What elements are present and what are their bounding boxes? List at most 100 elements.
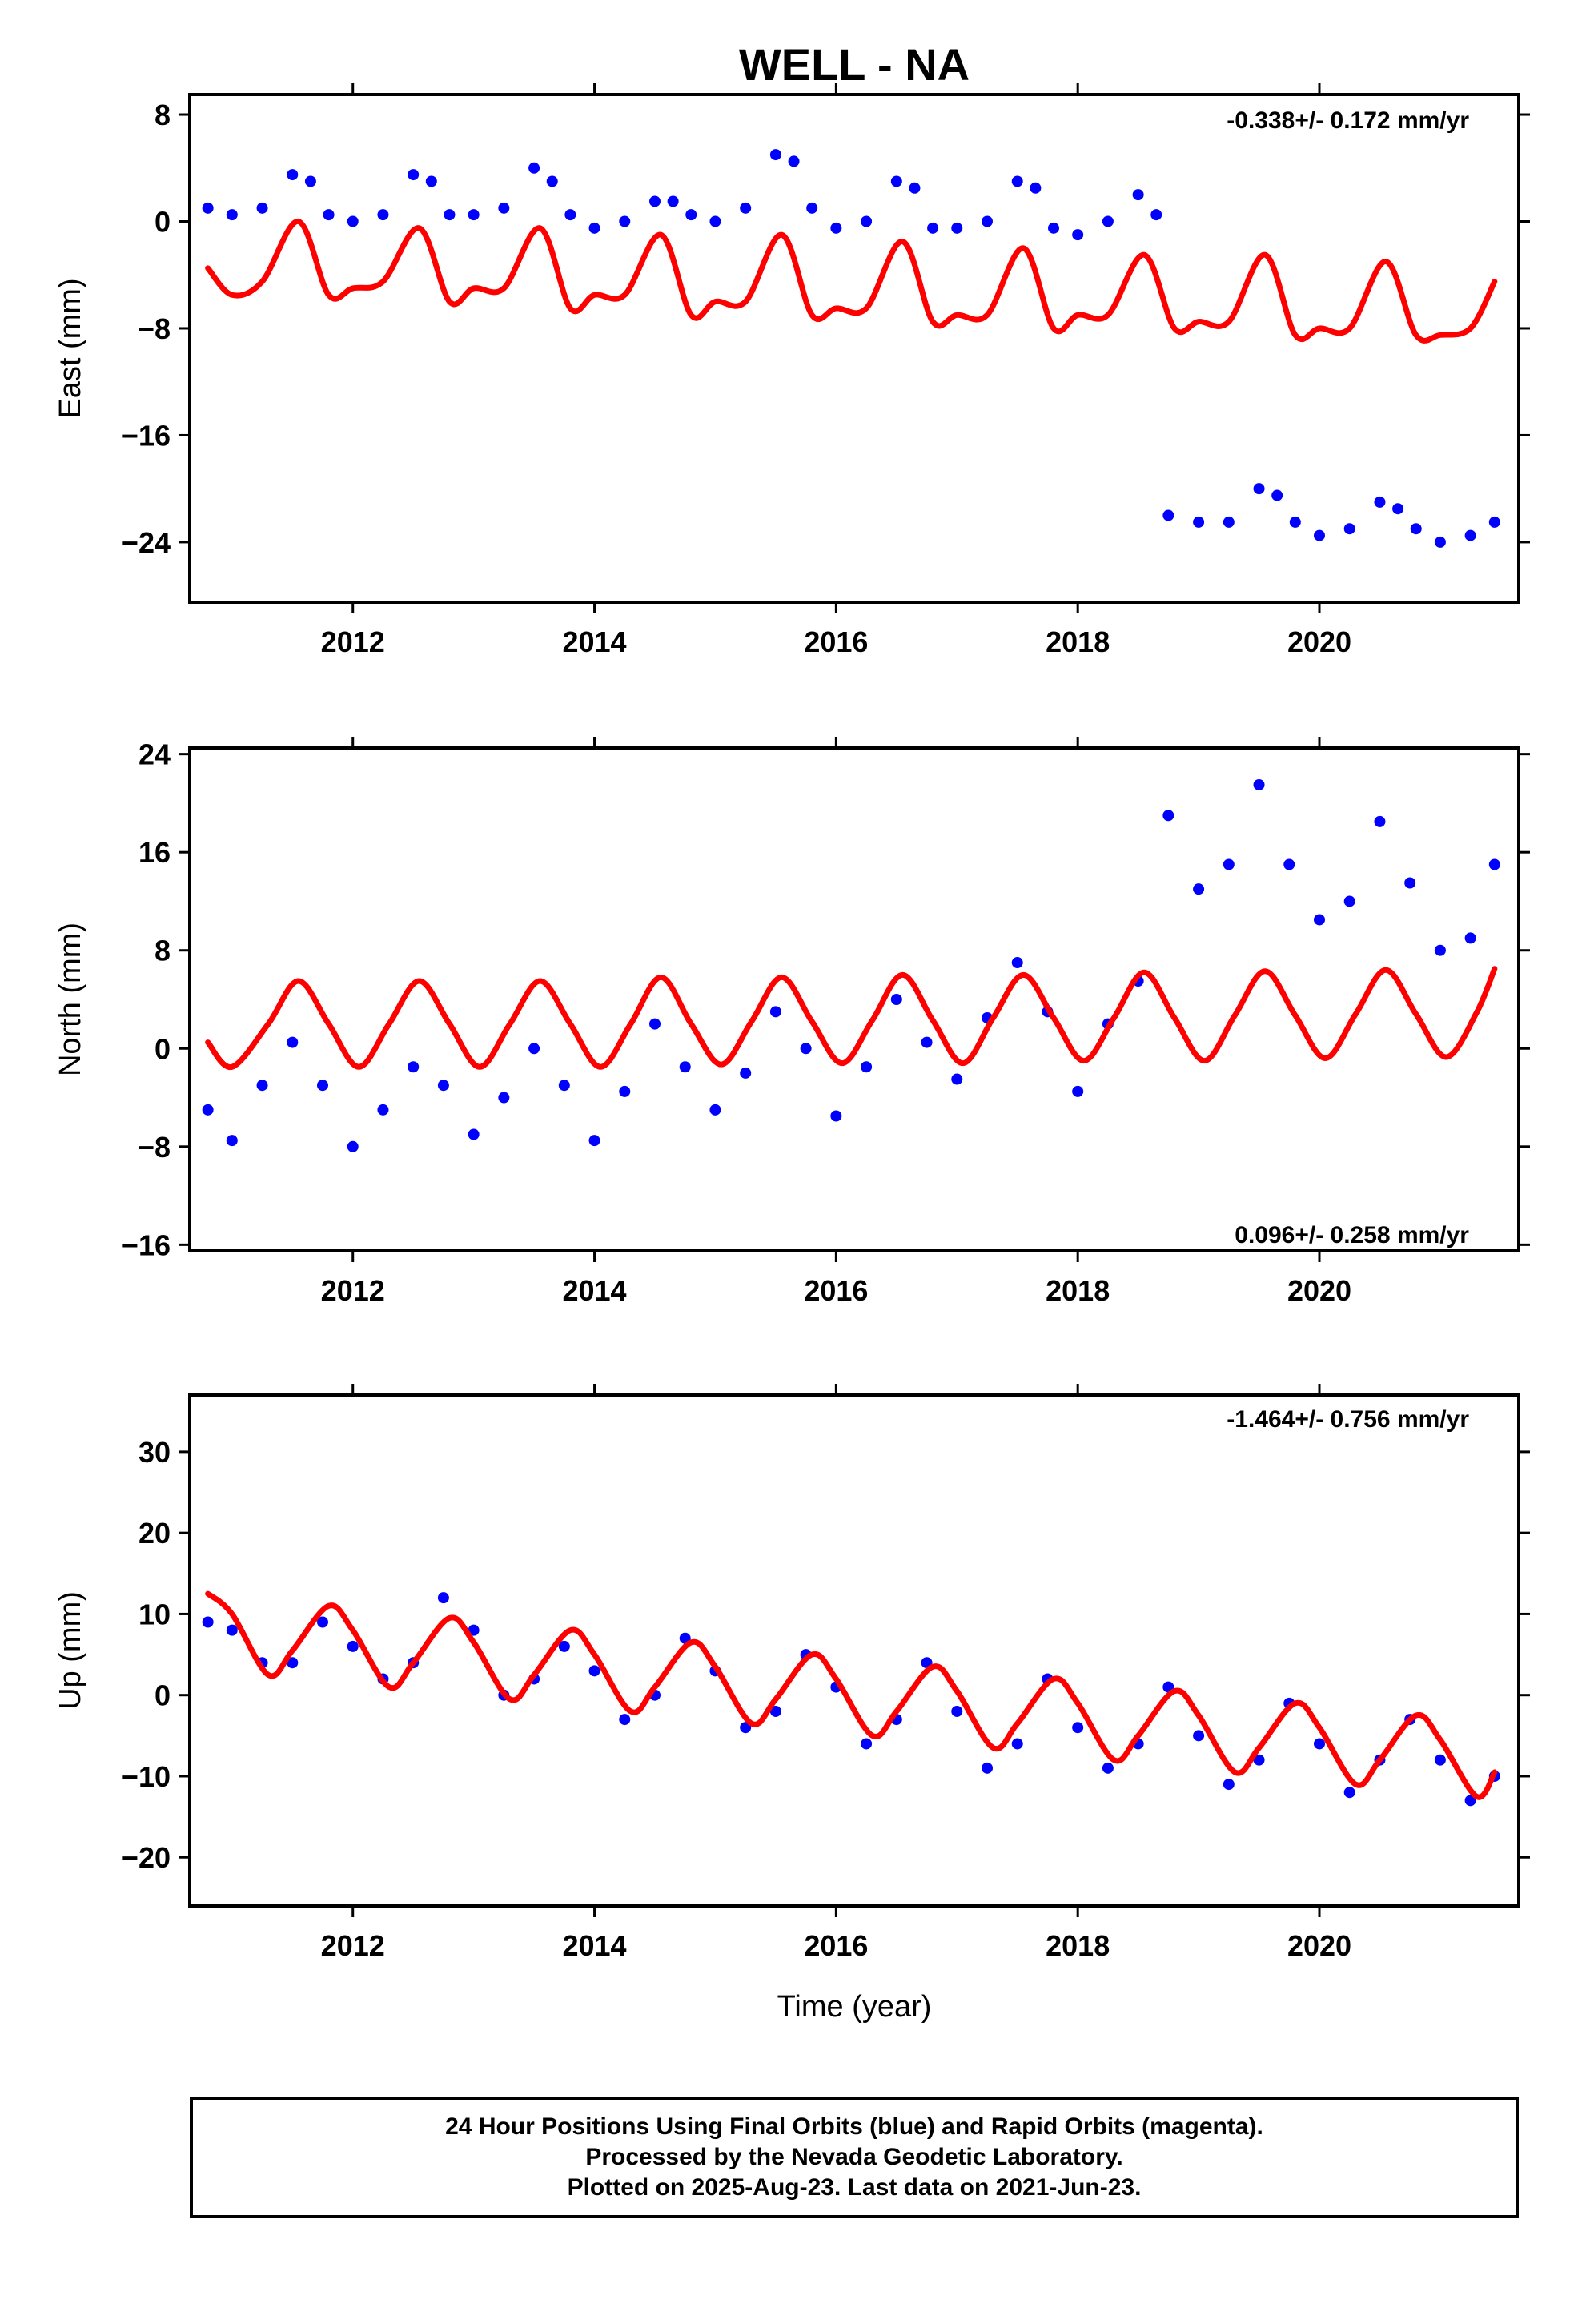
data-point (685, 209, 697, 221)
data-point (287, 1036, 299, 1048)
y-tick-label: 8 (155, 935, 171, 967)
y-axis-label: East (mm) (54, 278, 87, 418)
y-tick-label: −16 (122, 1228, 171, 1261)
x-tick-label: 2014 (562, 1929, 626, 1962)
data-point (1464, 932, 1476, 944)
data-point (890, 175, 902, 187)
rate-annotation: -1.464+/- 0.756 mm/yr (1227, 1406, 1469, 1433)
data-point (1072, 1722, 1084, 1734)
model-curve (205, 219, 1498, 344)
data-point (1464, 1795, 1476, 1807)
x-tick-label: 2012 (321, 1929, 385, 1962)
data-point (425, 175, 437, 187)
data-point (861, 215, 873, 227)
data-point (1343, 895, 1355, 907)
data-point (377, 209, 389, 221)
data-point (1102, 1762, 1114, 1774)
data-point (437, 1080, 449, 1092)
data-point (1314, 1738, 1325, 1750)
data-point (202, 202, 214, 214)
data-point (769, 1705, 781, 1717)
data-point (444, 209, 456, 221)
y-axis-label: Up (mm) (54, 1591, 87, 1710)
data-point (558, 1080, 570, 1092)
data-point (588, 1665, 600, 1677)
figure-title: WELL - NA (739, 39, 970, 90)
y-tick-label: −10 (122, 1760, 171, 1793)
x-tick-label: 2016 (804, 1929, 868, 1962)
y-tick-label: 0 (155, 1679, 171, 1712)
data-point (1289, 516, 1301, 528)
data-point (769, 1006, 781, 1018)
data-point (649, 1018, 661, 1030)
x-tick-label: 2018 (1046, 1929, 1110, 1962)
data-point (347, 1640, 359, 1652)
x-tick-label: 2020 (1287, 1929, 1351, 1962)
data-point (1072, 229, 1084, 241)
data-point (468, 1624, 480, 1636)
panel-north: 24 16 8 0 −8 −16 2012 2014 2016 2018 2020 North (mm… (54, 737, 1530, 1307)
data-point (709, 215, 721, 227)
model-curve (205, 966, 1498, 1070)
data-point (408, 1061, 420, 1073)
panel-frame (188, 93, 1520, 604)
data-point (1464, 529, 1476, 541)
data-point (619, 1714, 631, 1726)
rate-annotation: 0.096+/- 0.258 mm/yr (1235, 1222, 1469, 1248)
data-point (468, 1128, 480, 1140)
data-point (1011, 957, 1023, 969)
data-point (830, 1110, 842, 1122)
data-point (1488, 858, 1500, 870)
y-axis-label: North (mm) (54, 923, 87, 1076)
data-point (317, 1616, 328, 1628)
data-point (1343, 1787, 1355, 1799)
x-tick-label: 2018 (1046, 1274, 1110, 1307)
data-point (1223, 858, 1235, 870)
data-point (202, 1616, 214, 1628)
data-point (588, 1135, 600, 1147)
data-point (528, 1043, 540, 1055)
data-point (202, 1104, 214, 1116)
data-point (226, 1624, 238, 1636)
data-point (619, 1085, 631, 1097)
y-tick-label: −20 (122, 1841, 171, 1874)
footer-line-3: Plotted on 2025-Aug-23. Last data on 202… (567, 2174, 1142, 2201)
data-point (437, 1592, 449, 1604)
data-point (287, 1657, 299, 1669)
data-point (1223, 1779, 1235, 1791)
data-point (800, 1043, 812, 1055)
data-point (546, 175, 558, 187)
data-point (1434, 944, 1446, 956)
footer-caption-box: 24 Hour Positions Using Final Orbits (bl… (190, 2097, 1519, 2218)
y-tick-label: −8 (138, 312, 171, 345)
data-point (558, 1640, 570, 1652)
data-point (1193, 516, 1205, 528)
data-point (1271, 489, 1283, 501)
data-point (1314, 914, 1325, 926)
data-point (1283, 858, 1295, 870)
y-tick-label: 0 (155, 206, 171, 239)
data-point (256, 1080, 268, 1092)
data-point (377, 1104, 389, 1116)
footer-line-1: 24 Hour Positions Using Final Orbits (bl… (445, 2113, 1263, 2140)
panel-frame (188, 1393, 1520, 1908)
data-point (347, 215, 359, 227)
data-point (649, 195, 661, 207)
y-tick-label: 8 (155, 99, 171, 131)
data-point (1343, 523, 1355, 535)
data-point (830, 222, 842, 234)
data-point (528, 162, 540, 174)
data-point (740, 1067, 752, 1079)
data-point (740, 1722, 752, 1734)
data-point (806, 202, 818, 214)
panel-up: 30 20 10 0 −10 −20 2012 2014 2016 2018 2020 Up (mm)… (54, 1384, 1530, 1962)
data-point (951, 222, 963, 234)
y-tick-label: −16 (122, 419, 171, 452)
data-point (347, 1140, 359, 1152)
panel-frame (188, 746, 1520, 1252)
data-point (982, 215, 993, 227)
data-point (769, 149, 781, 161)
data-point (740, 202, 752, 214)
data-point (861, 1061, 873, 1073)
